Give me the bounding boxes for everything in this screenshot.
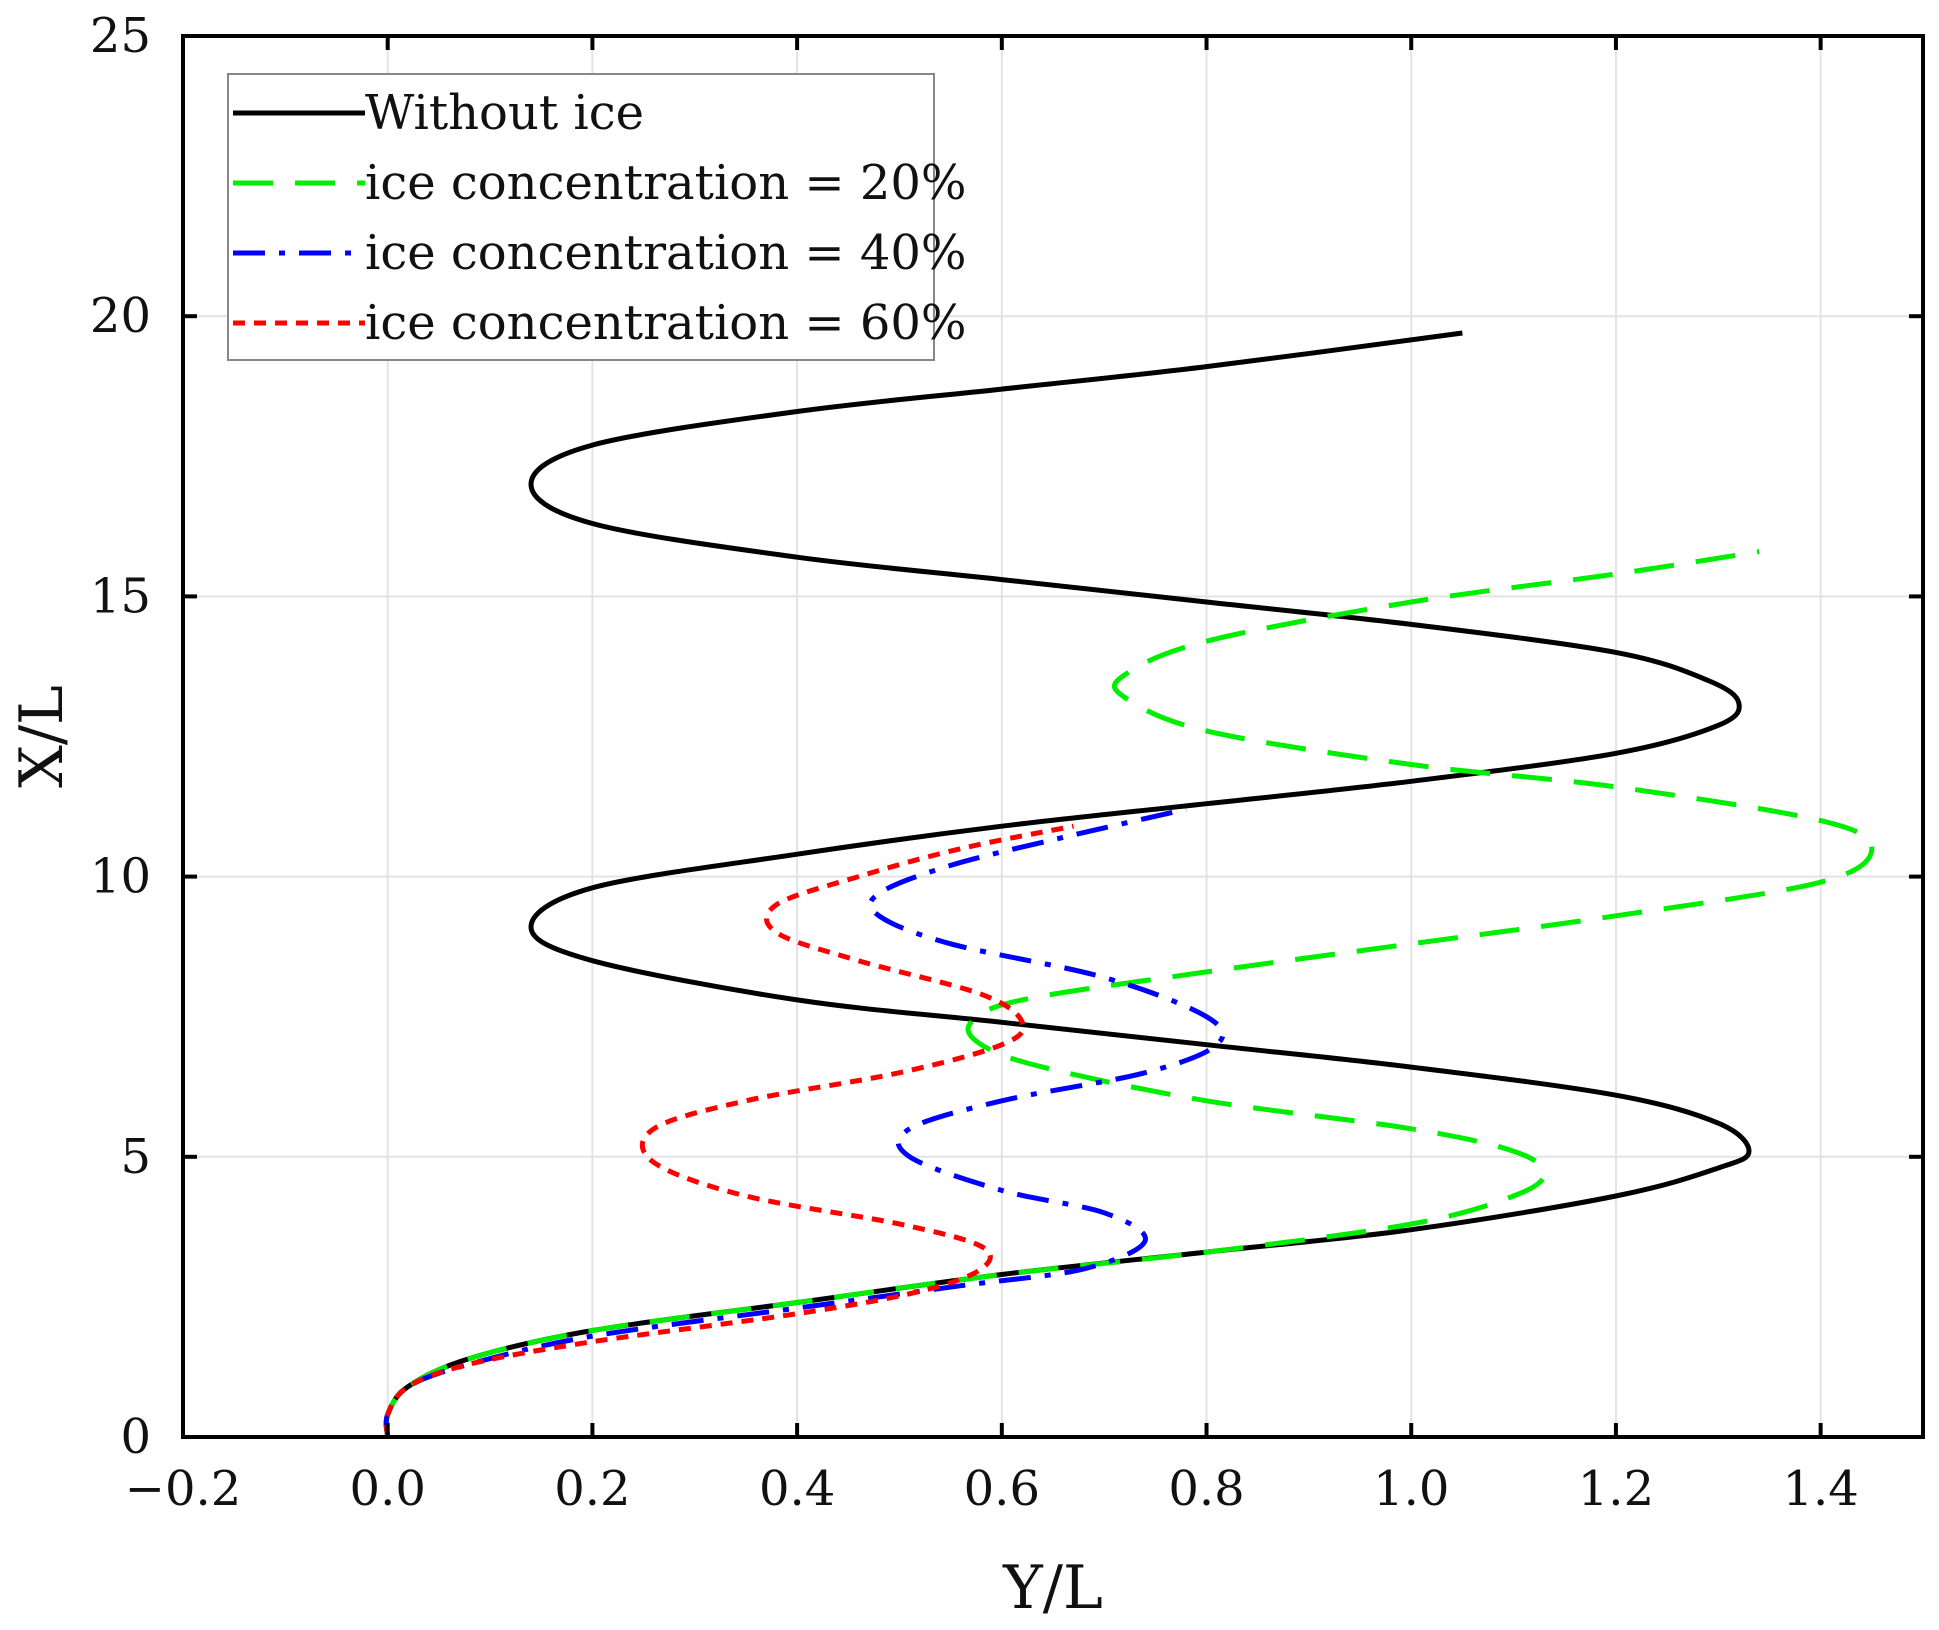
x-tick-label: 0.2: [554, 1461, 630, 1517]
plot-frame: [181, 34, 1925, 1439]
series-line-4: [383, 823, 1074, 1438]
legend-label-1: Without ice: [365, 85, 644, 141]
x-axis-title: Y/L: [1002, 1553, 1103, 1623]
x-tick-label: 0.8: [1168, 1461, 1244, 1517]
series-lines: [383, 330, 1875, 1438]
legend: Without ice ice concentration = 20% ice co…: [227, 73, 967, 361]
x-tick-label: 0.4: [759, 1461, 835, 1517]
legend-label-4: ice concentration = 60%: [365, 295, 967, 351]
axis-ticks: −0.2 0.0 0.2 0.4 0.6 0.8 1.0 1.2 1.4 0 5 10 15 20 25: [90, 8, 1923, 1517]
y-tick-label: 20: [90, 288, 151, 344]
legend-label-2: ice concentration = 20%: [365, 155, 967, 211]
y-tick-label: 15: [90, 568, 151, 624]
legend-label-3: ice concentration = 40%: [365, 225, 967, 281]
x-tick-label: 1.4: [1782, 1461, 1858, 1517]
x-tick-label: 0.0: [350, 1461, 426, 1517]
legend-box: [227, 73, 935, 361]
x-tick-label: 1.0: [1373, 1461, 1449, 1517]
series-line-2: [383, 549, 1875, 1438]
y-tick-label: 25: [90, 8, 151, 64]
y-axis-title: X/L: [7, 685, 77, 788]
x-tick-label: −0.2: [125, 1461, 242, 1517]
x-tick-label: 0.6: [964, 1461, 1040, 1517]
y-tick-label: 0: [120, 1409, 151, 1465]
y-tick-label: 5: [120, 1129, 151, 1185]
series-line-3: [383, 806, 1226, 1438]
y-tick-label: 10: [90, 849, 151, 905]
x-tick-label: 1.2: [1578, 1461, 1654, 1517]
